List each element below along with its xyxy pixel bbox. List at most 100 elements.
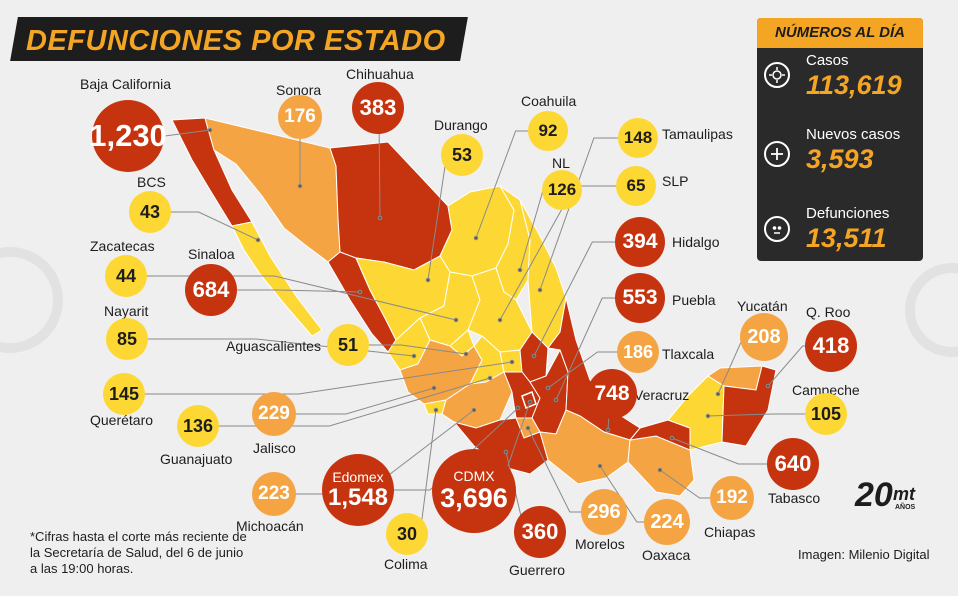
leader-line-jalisco xyxy=(274,387,435,415)
bubble-aguascalientes: 51 xyxy=(327,324,369,366)
state-name-slp: SLP xyxy=(662,173,689,189)
leader-dot-bcs xyxy=(255,237,261,243)
leader-dot-tlaxcala xyxy=(545,385,551,391)
stats-panel-heading: NÚMEROS AL DÍA xyxy=(757,18,923,48)
leader-dot-edomex xyxy=(515,405,521,411)
virus-decoration xyxy=(0,247,958,357)
bubble-tlaxcala: 186 xyxy=(617,331,659,373)
bubble-sonora: 176 xyxy=(278,95,322,139)
death-count-durango: 53 xyxy=(451,144,473,165)
leader-dot-queretaro xyxy=(509,359,515,365)
leader-dot-aguascalientes xyxy=(463,351,469,357)
leader-dot-morelos xyxy=(525,425,531,431)
bubble-guerrero: 360 xyxy=(514,506,566,558)
leader-dot-chihuahua xyxy=(377,215,383,221)
state-name-q-roo: Q. Roo xyxy=(806,304,851,320)
death-count-morelos: 296 xyxy=(587,500,621,523)
death-count-hidalgo: 394 xyxy=(622,230,658,253)
death-count-q-roo: 418 xyxy=(812,333,850,358)
leader-dot-guanajuato xyxy=(487,375,493,381)
state-baja-california-sur xyxy=(231,221,323,337)
leader-dot-q-roo xyxy=(765,383,771,389)
bubble-slp: 65 xyxy=(616,166,656,206)
state-name-guanajuato: Guanajuato xyxy=(160,451,233,467)
death-count-tlaxcala: 186 xyxy=(622,341,654,362)
stat-label-nuevos-casos: Nuevos casos xyxy=(806,126,901,143)
leader-dot-cdmx xyxy=(527,399,533,405)
virus-icon xyxy=(764,62,790,88)
state-name-cdmx: CDMX xyxy=(453,468,495,485)
stat-value-casos: 113,619 xyxy=(806,70,902,100)
state-name-michoacan: Michoacán xyxy=(236,518,304,534)
leader-dot-sonora xyxy=(297,183,303,189)
bubble-edomex: Edomex 1,548 xyxy=(322,454,394,526)
state-name-guerrero: Guerrero xyxy=(509,562,566,578)
bubble-oaxaca: 224 xyxy=(644,499,690,545)
leader-dot-puebla xyxy=(553,397,559,403)
death-count-guerrero: 360 xyxy=(521,519,559,544)
bubble-bcs: 43 xyxy=(129,191,171,233)
death-count-guanajuato: 136 xyxy=(182,415,214,436)
bubble-sinaloa: 684 xyxy=(185,264,237,316)
leader-dot-veracruz xyxy=(605,427,611,433)
death-count-sonora: 176 xyxy=(284,106,316,127)
bubble-hidalgo: 394 xyxy=(615,217,665,267)
state-name-edomex: Edomex xyxy=(332,469,384,486)
state-chihuahua xyxy=(329,141,453,271)
bubble-baja-california: 1,230 xyxy=(89,100,167,172)
leader-dot-jalisco xyxy=(431,385,437,391)
death-count-chihuahua: 383 xyxy=(359,95,397,120)
bubble-coahuila: 92 xyxy=(528,111,568,151)
state-name-nayarit: Nayarit xyxy=(104,303,149,319)
bubble-queretaro: 145 xyxy=(103,373,145,415)
bubble-morelos: 296 xyxy=(581,489,627,535)
state-name-yucatan: Yucatán xyxy=(737,298,788,314)
leader-dot-nl xyxy=(517,267,523,273)
leader-dot-baja-california xyxy=(207,127,213,133)
bubble-tabasco: 640 xyxy=(767,438,819,490)
death-count-aguascalientes: 51 xyxy=(337,334,359,355)
bubble-chihuahua: 383 xyxy=(352,82,404,134)
bubble-nayarit: 85 xyxy=(106,318,148,360)
death-count-slp: 65 xyxy=(626,176,646,195)
state-name-durango: Durango xyxy=(434,117,488,133)
leader-dot-nayarit xyxy=(411,353,417,359)
leader-dot-colima xyxy=(433,407,439,413)
bubble-tamaulipas: 148 xyxy=(618,118,658,158)
state-name-jalisco: Jalisco xyxy=(253,440,296,456)
bubble-nl: 126 xyxy=(542,170,582,210)
state-name-puebla: Puebla xyxy=(672,292,716,308)
state-name-tabasco: Tabasco xyxy=(768,490,821,506)
bubble-yucatan: 208 xyxy=(740,313,788,361)
state-name-queretaro: Querétaro xyxy=(90,412,154,428)
death-count-tabasco: 640 xyxy=(774,451,812,476)
milenio-anniversary-logo: 20 mt AÑOS xyxy=(855,478,925,518)
footnote: *Cifras hasta el corte más reciente de l… xyxy=(30,529,247,576)
plus-icon xyxy=(764,141,790,167)
leader-dot-chiapas xyxy=(657,467,663,473)
bubble-jalisco: 229 xyxy=(252,392,296,436)
leader-dot-coahuila xyxy=(473,235,479,241)
death-count-tamaulipas: 148 xyxy=(623,128,653,147)
state-name-chiapas: Chiapas xyxy=(704,524,756,540)
state-name-bcs: BCS xyxy=(137,174,166,190)
leader-dot-michoacan xyxy=(471,407,477,413)
bubble-guanajuato: 136 xyxy=(177,405,219,447)
state-name-sonora: Sonora xyxy=(276,82,322,98)
death-count-colima: 30 xyxy=(396,523,418,544)
bubble-campeche: 105 xyxy=(805,393,847,435)
stat-label-defunciones: Defunciones xyxy=(806,205,890,222)
leader-dot-yucatan xyxy=(715,391,721,397)
death-count-michoacan: 223 xyxy=(258,483,290,504)
bubble-michoacan: 223 xyxy=(252,472,296,516)
logo-numeral: 20 xyxy=(855,476,893,514)
image-credit: Imagen: Milenio Digital xyxy=(798,547,930,562)
leader-dot-campeche xyxy=(705,413,711,419)
state-name-morelos: Morelos xyxy=(575,536,625,552)
state-name-zacatecas: Zacatecas xyxy=(90,238,155,254)
leader-dot-durango xyxy=(425,277,431,283)
state-name-tlaxcala: Tlaxcala xyxy=(662,346,715,362)
leader-dot-zacatecas xyxy=(453,317,459,323)
bubble-chiapas: 192 xyxy=(710,476,754,520)
